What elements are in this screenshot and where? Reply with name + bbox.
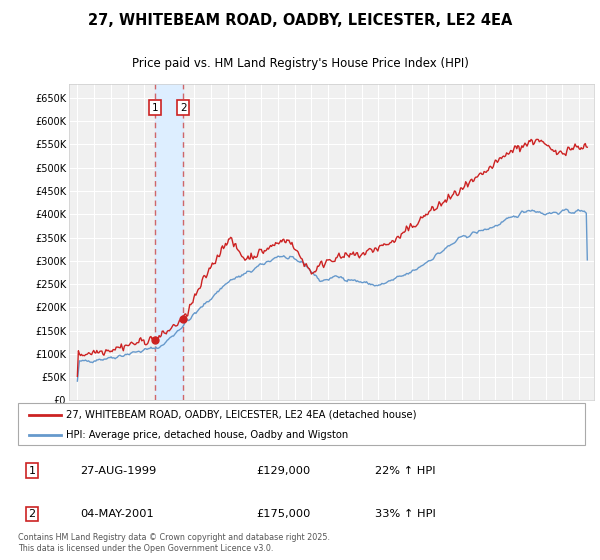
Text: 33% ↑ HPI: 33% ↑ HPI xyxy=(375,509,436,519)
Text: 1: 1 xyxy=(152,102,158,113)
Text: 1: 1 xyxy=(29,465,35,475)
Text: 2: 2 xyxy=(29,509,36,519)
Text: 2: 2 xyxy=(180,102,187,113)
Text: 27, WHITEBEAM ROAD, OADBY, LEICESTER, LE2 4EA (detached house): 27, WHITEBEAM ROAD, OADBY, LEICESTER, LE… xyxy=(66,410,416,420)
Text: HPI: Average price, detached house, Oadby and Wigston: HPI: Average price, detached house, Oadb… xyxy=(66,430,349,440)
Text: £129,000: £129,000 xyxy=(256,465,310,475)
Text: Contains HM Land Registry data © Crown copyright and database right 2025.
This d: Contains HM Land Registry data © Crown c… xyxy=(18,533,330,553)
FancyBboxPatch shape xyxy=(18,403,585,445)
Bar xyxy=(155,84,184,400)
Text: 27-AUG-1999: 27-AUG-1999 xyxy=(80,465,157,475)
Text: 04-MAY-2001: 04-MAY-2001 xyxy=(80,509,154,519)
Text: 22% ↑ HPI: 22% ↑ HPI xyxy=(375,465,436,475)
Text: £175,000: £175,000 xyxy=(256,509,311,519)
Text: Price paid vs. HM Land Registry's House Price Index (HPI): Price paid vs. HM Land Registry's House … xyxy=(131,57,469,70)
Text: 27, WHITEBEAM ROAD, OADBY, LEICESTER, LE2 4EA: 27, WHITEBEAM ROAD, OADBY, LEICESTER, LE… xyxy=(88,13,512,28)
